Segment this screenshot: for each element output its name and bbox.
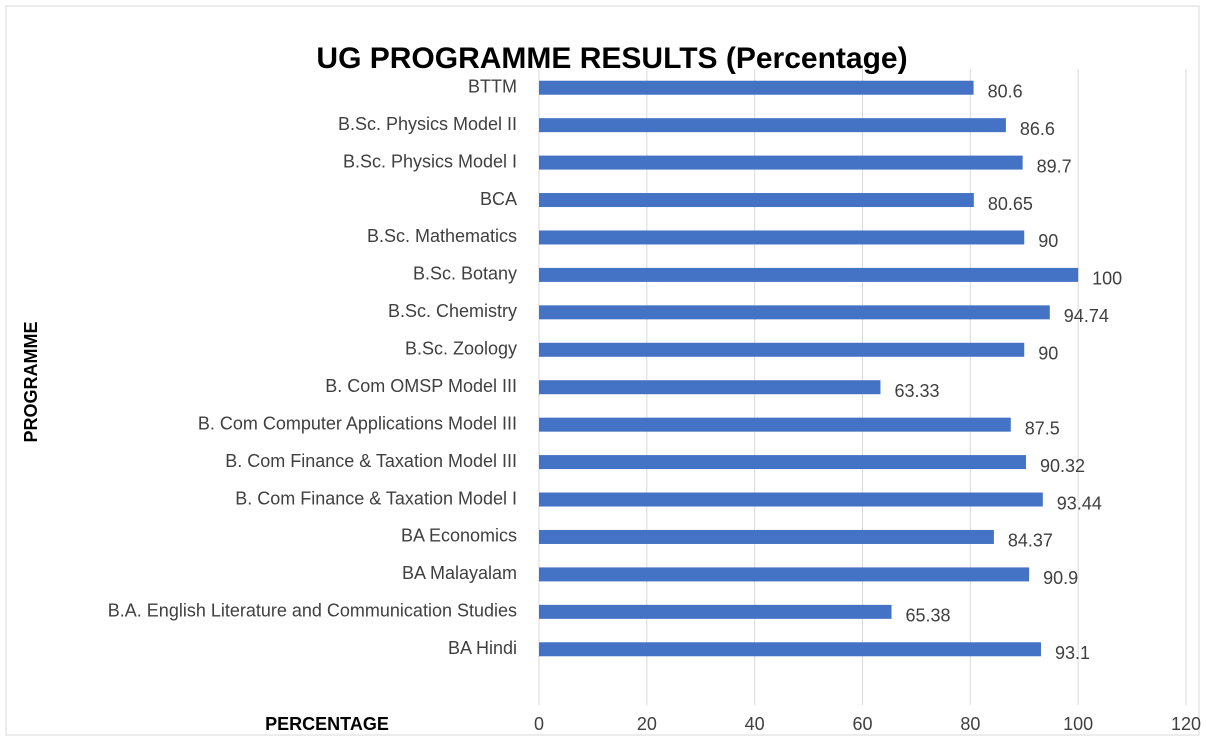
data-label: 80.65 <box>988 194 1033 214</box>
x-tick-label: 40 <box>745 714 765 734</box>
x-tick-label: 0 <box>534 714 544 734</box>
bar <box>539 230 1025 245</box>
data-label: 90.32 <box>1040 456 1085 476</box>
y-tick-label: B.Sc. Physics Model I <box>343 151 517 171</box>
chart-title: UG PROGRAMME RESULTS (Percentage) <box>316 42 907 75</box>
y-tick-label: B. Com Finance & Taxation Model I <box>235 488 517 508</box>
x-tick-label: 20 <box>637 714 657 734</box>
bar <box>539 155 1023 170</box>
data-label: 63.33 <box>894 381 939 401</box>
x-axis-label: PERCENTAGE <box>265 714 389 734</box>
chart-border <box>5 5 1200 736</box>
data-label: 80.6 <box>988 81 1023 101</box>
y-tick-label: B.Sc. Mathematics <box>367 226 517 246</box>
data-label: 90 <box>1038 231 1058 251</box>
y-tick-label: BA Economics <box>401 526 517 546</box>
y-tick-label: B. Com OMSP Model III <box>325 376 517 396</box>
bar <box>539 118 1006 133</box>
y-tick-label: B.Sc. Botany <box>413 264 517 284</box>
y-tick-label: BA Hindi <box>448 638 517 658</box>
data-label: 65.38 <box>906 606 951 626</box>
bar <box>539 193 974 208</box>
data-label: 89.7 <box>1037 156 1072 176</box>
x-tick-label: 100 <box>1063 714 1093 734</box>
data-label: 90.9 <box>1043 568 1078 588</box>
data-label: 93.1 <box>1055 643 1090 663</box>
bar <box>539 642 1041 657</box>
y-tick-label: B. Com Finance & Taxation Model III <box>225 451 517 471</box>
y-tick-label: BTTM <box>468 76 517 96</box>
x-tick-label: 60 <box>852 714 872 734</box>
bar <box>539 80 974 95</box>
y-tick-label: B.Sc. Physics Model II <box>338 114 517 134</box>
y-tick-label: BA Malayalam <box>402 563 517 583</box>
y-axis-label: PROGRAMME <box>21 322 41 443</box>
data-label: 93.44 <box>1057 493 1102 513</box>
x-tick-label: 80 <box>960 714 980 734</box>
bar <box>539 529 994 544</box>
bar <box>539 342 1025 357</box>
y-tick-label: B. Com Computer Applications Model III <box>198 413 517 433</box>
bar <box>539 267 1079 282</box>
data-label: 94.74 <box>1064 306 1109 326</box>
y-tick-label: BCA <box>480 189 517 209</box>
bar <box>539 492 1043 507</box>
data-label: 86.6 <box>1020 119 1055 139</box>
data-label: 100 <box>1092 269 1122 289</box>
data-label: 84.37 <box>1008 531 1053 551</box>
bar <box>539 567 1030 582</box>
bar <box>539 417 1011 432</box>
y-tick-label: B.Sc. Chemistry <box>388 301 517 321</box>
y-tick-label: B.Sc. Zoology <box>405 339 517 359</box>
data-label: 87.5 <box>1025 418 1060 438</box>
bar <box>539 380 881 395</box>
bar <box>539 604 892 619</box>
data-label: 90 <box>1038 344 1058 364</box>
x-tick-label: 120 <box>1171 714 1201 734</box>
bar <box>539 455 1026 470</box>
bar <box>539 305 1050 320</box>
y-tick-label: B.A. English Literature and Communicatio… <box>108 601 517 621</box>
